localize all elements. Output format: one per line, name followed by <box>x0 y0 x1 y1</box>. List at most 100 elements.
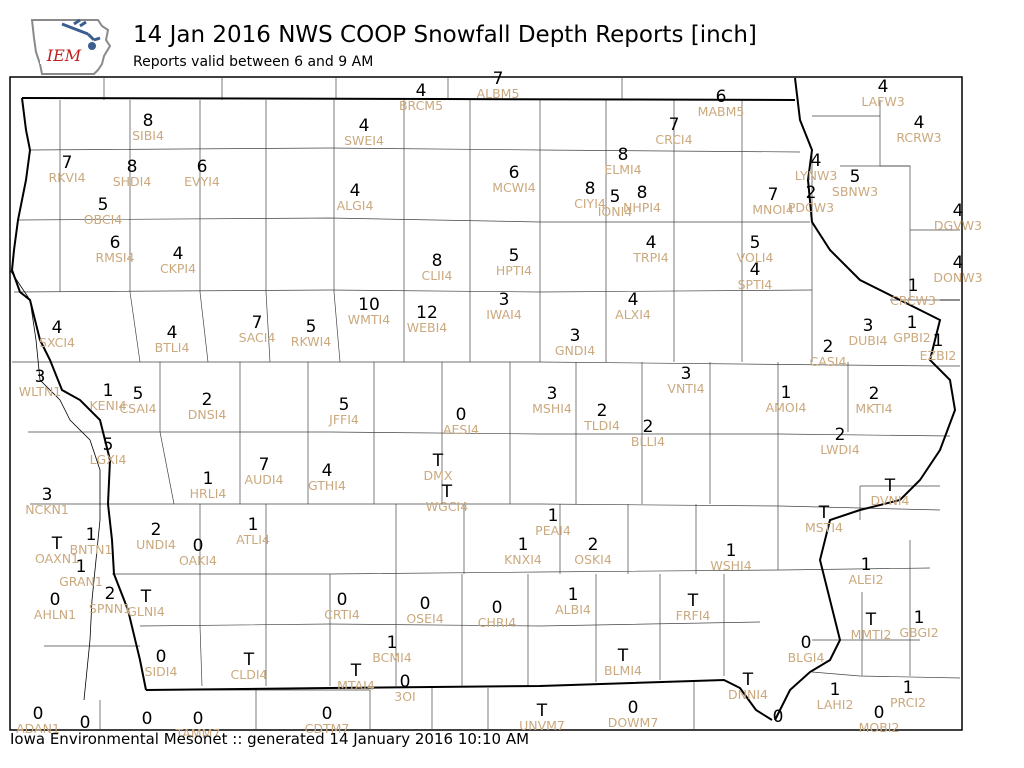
station-id: NCKN1 <box>25 502 69 517</box>
snowfall-value: 8 <box>127 157 138 177</box>
station-id: ADAN1 <box>16 721 60 736</box>
snowfall-value: 8 <box>618 145 629 165</box>
snowfall-value: 3 <box>863 316 874 336</box>
weather-station-icon <box>88 42 96 50</box>
station-id: AHLN1 <box>34 607 76 622</box>
station-id: BLLI4 <box>631 434 665 449</box>
snowfall-value: 4 <box>878 77 889 97</box>
snowfall-value: T <box>884 476 896 496</box>
snowfall-value: 7 <box>252 313 263 333</box>
station-id: SBNW3 <box>832 184 878 199</box>
station-id: DNNI4 <box>728 687 768 702</box>
snowfall-value: 5 <box>133 384 144 404</box>
station-id: PDCW3 <box>788 200 834 215</box>
station-id: IONI4 <box>598 204 633 219</box>
snowfall-value: 2 <box>823 337 834 357</box>
snowfall-value: 1 <box>781 383 792 403</box>
station-id: WEBI4 <box>407 320 448 335</box>
station-id: BNTN1 <box>70 542 113 557</box>
station-id: EZBI2 <box>920 348 957 363</box>
station-id: OAKI4 <box>179 553 217 568</box>
station-id: AMOI4 <box>766 400 807 415</box>
snowfall-value: 4 <box>628 290 639 310</box>
page-title: 14 Jan 2016 NWS COOP Snowfall Depth Repo… <box>133 22 757 48</box>
snowfall-value: 4 <box>167 323 178 343</box>
snowfall-value: 0 <box>156 647 167 667</box>
station-id: BLMI4 <box>604 663 642 678</box>
snowfall-value: 2 <box>105 584 116 604</box>
map-frame <box>9 76 963 731</box>
station-id: MSHI4 <box>532 401 572 416</box>
station-id: MNOI4 <box>752 202 794 217</box>
station-id: RCRW3 <box>896 130 941 145</box>
station-id: CRCW3 <box>890 293 936 308</box>
station-id: PEAI4 <box>535 523 571 538</box>
station-id: ATLI4 <box>236 532 270 547</box>
snowfall-value: T <box>432 451 444 471</box>
station-id: DONW3 <box>933 270 982 285</box>
snowfall-value: 8 <box>637 183 648 203</box>
snowfall-value: 3 <box>42 485 53 505</box>
station-id: KNXI4 <box>504 552 542 567</box>
station-id: DMX <box>424 468 453 483</box>
snowfall-value: 6 <box>509 163 520 183</box>
snowfall-value: 2 <box>643 417 654 437</box>
station-id: OBCI4 <box>84 212 123 227</box>
station-id: LGXI4 <box>90 452 127 467</box>
snowfall-value: 7 <box>768 185 779 205</box>
station-id: BLGI4 <box>788 650 825 665</box>
station-id: DVNI4 <box>871 493 910 508</box>
station-id: HPTI4 <box>496 263 532 278</box>
station-id: SIDI4 <box>145 664 178 679</box>
snowfall-value: 0 <box>322 704 333 724</box>
iem-logo: IEM <box>30 18 112 75</box>
snowfall-value: T <box>742 670 754 690</box>
snowfall-value: 4 <box>52 318 63 338</box>
station-id: CRCI4 <box>655 132 692 147</box>
snowfall-value: 0 <box>773 707 784 727</box>
snowfall-value: 1 <box>907 313 918 333</box>
snowfall-value: 5 <box>850 167 861 187</box>
station-id: OAXN1 <box>35 551 79 566</box>
station-id: TAMM7 <box>175 726 221 741</box>
snowfall-value: 1 <box>830 680 841 700</box>
station-id: DUBI4 <box>849 333 888 348</box>
station-id: MABM5 <box>698 104 745 119</box>
station-id: CIYI4 <box>574 196 606 211</box>
snowfall-value: 5 <box>509 246 520 266</box>
station-id: WMTI4 <box>348 312 390 327</box>
station-id: SXCI4 <box>39 335 75 350</box>
station-id: MCWI4 <box>492 180 536 195</box>
station-id: DGVW3 <box>934 218 982 233</box>
wind-barb-icon <box>61 18 101 42</box>
snowfall-value: 10 <box>358 295 380 315</box>
snowfall-value: 7 <box>669 115 680 135</box>
snowfall-value: 0 <box>420 594 431 614</box>
station-id: CRTI4 <box>324 607 360 622</box>
footer-credit: Iowa Environmental Mesonet :: generated … <box>10 730 530 748</box>
station-id: MSTI4 <box>805 520 843 535</box>
snowfall-value: 1 <box>914 608 925 628</box>
station-id: GTHI4 <box>308 478 346 493</box>
snowfall-value: 3 <box>35 367 46 387</box>
station-id: CLDI4 <box>231 667 268 682</box>
station-id: OSKI4 <box>574 552 612 567</box>
station-id: KENI4 <box>89 398 126 413</box>
snowfall-value: 8 <box>432 251 443 271</box>
snowfall-value: 1 <box>861 555 872 575</box>
station-id: DOWM7 <box>608 715 659 730</box>
station-id: ELMI4 <box>604 162 641 177</box>
snowfall-value: 5 <box>306 317 317 337</box>
station-id: CASI4 <box>810 354 847 369</box>
snowfall-value: 7 <box>62 153 73 173</box>
snowfall-value: 1 <box>76 557 87 577</box>
station-id: CDTM7 <box>305 721 350 736</box>
snowfall-value: 0 <box>628 698 639 718</box>
snowfall-value: 1 <box>726 541 737 561</box>
snowfall-value: 5 <box>98 195 109 215</box>
station-id: GPBI2 <box>893 330 930 345</box>
station-id: LAHI2 <box>817 697 854 712</box>
snowfall-value: 0 <box>142 709 153 729</box>
snowfall-value: 1 <box>518 535 529 555</box>
snowfall-value: T <box>818 503 830 523</box>
